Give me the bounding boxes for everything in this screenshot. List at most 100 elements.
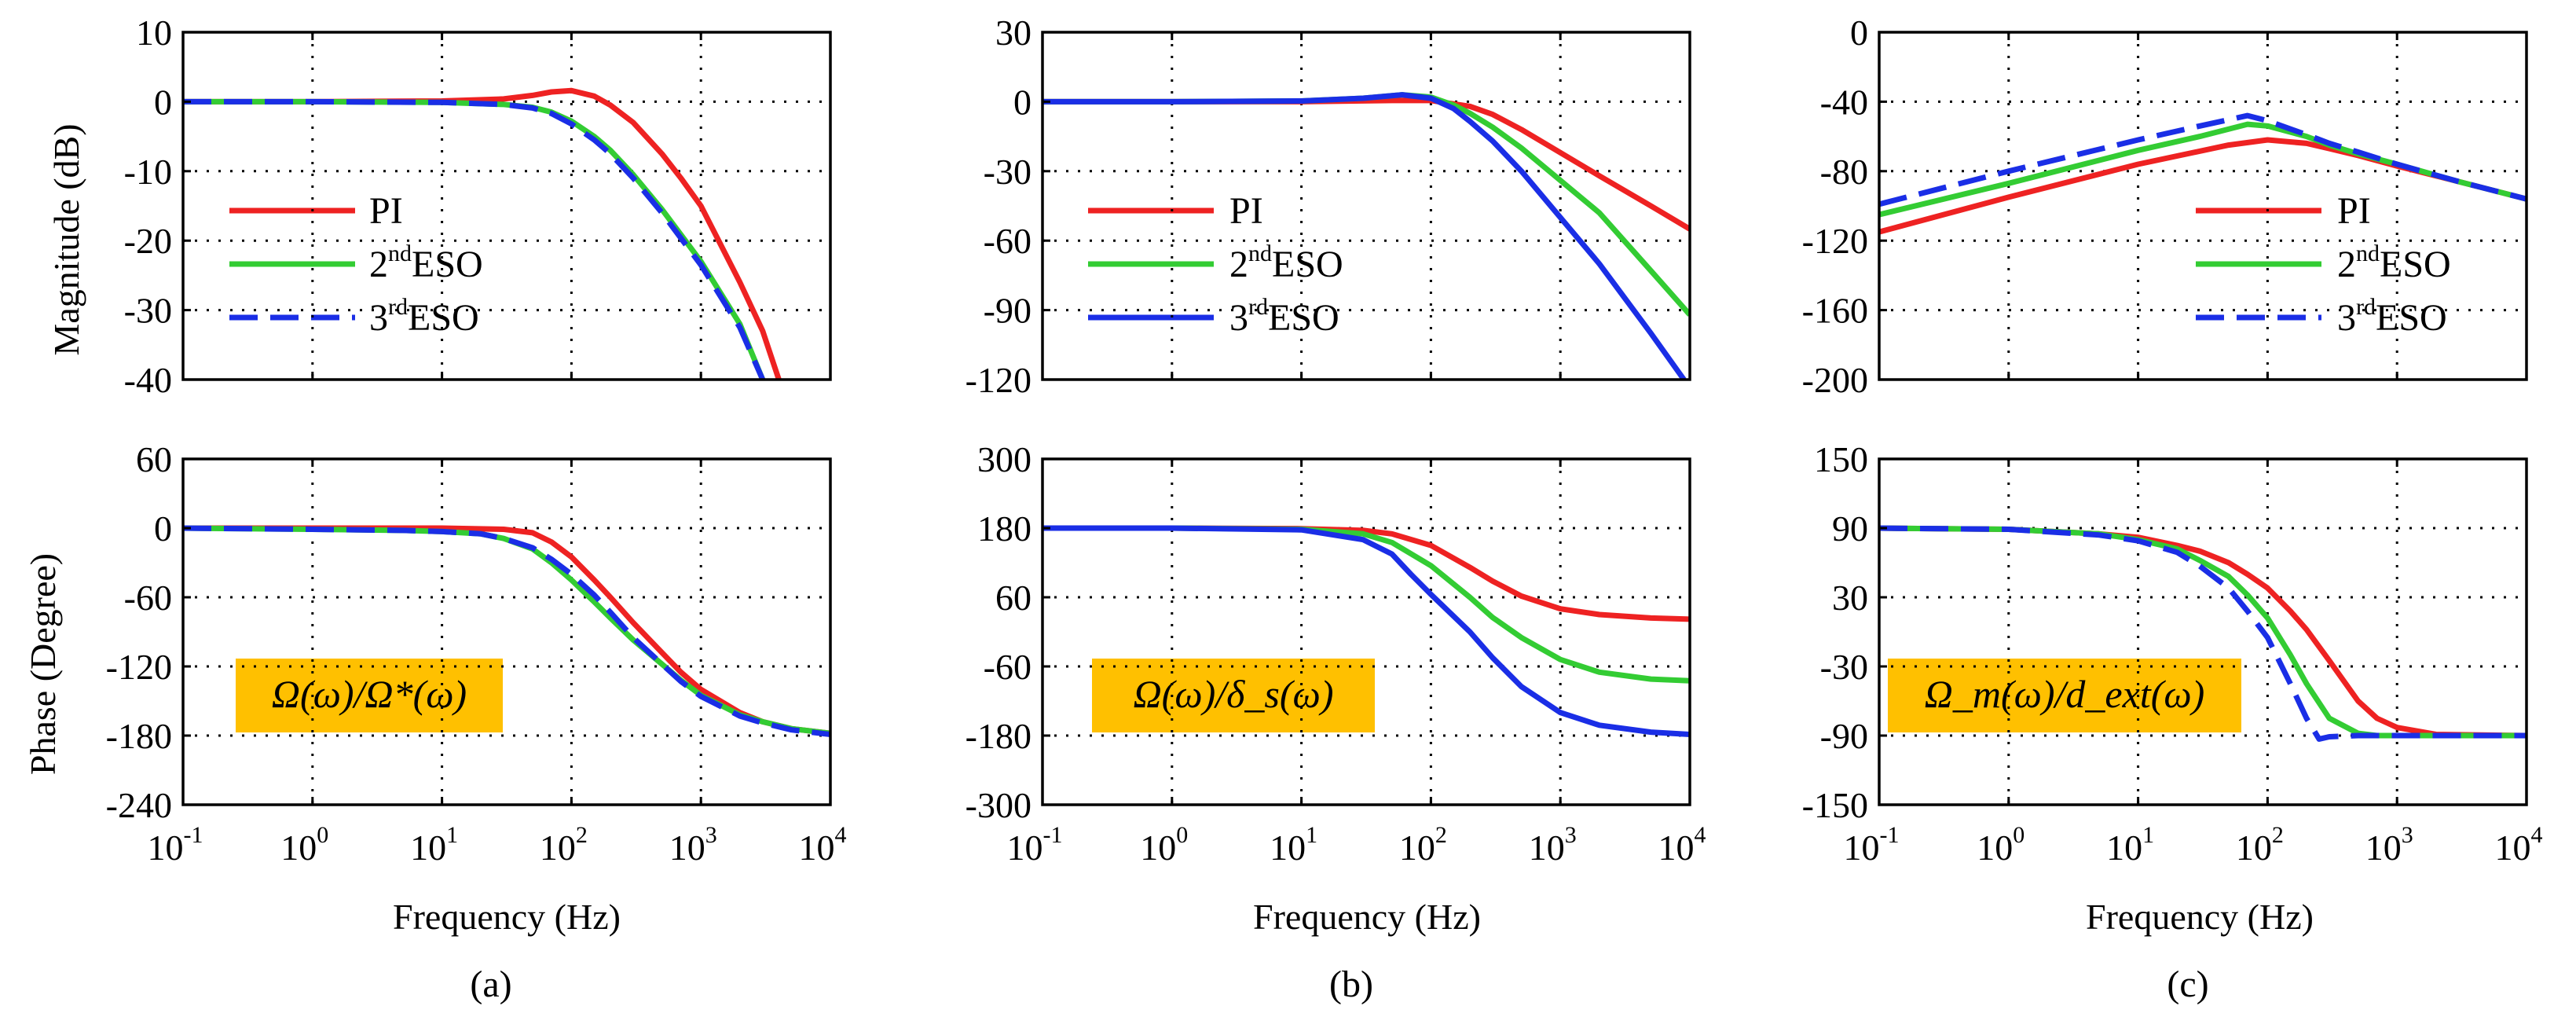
ytick-b-mag-0: 30 bbox=[995, 13, 1031, 53]
formula-b-text: Ω(ω)/δ_s(ω) bbox=[1134, 672, 1334, 716]
panel-label-b: (b) bbox=[1329, 963, 1373, 1005]
ytick-b-mag-1: 0 bbox=[1013, 82, 1031, 122]
ytick-c-phase-4: -90 bbox=[1820, 716, 1868, 756]
frame-b-phase bbox=[1041, 457, 1691, 806]
ytick-c-phase-5: -150 bbox=[1802, 785, 1868, 825]
xtick-c-phase-3: 102 bbox=[2236, 822, 2284, 868]
xtick-b-phase-5: 104 bbox=[1658, 822, 1706, 868]
ytick-a-phase-2: -60 bbox=[124, 578, 172, 618]
ytick-c-mag-3: -120 bbox=[1802, 221, 1868, 261]
series-c-phase-3rdeso bbox=[1879, 525, 2527, 742]
chart-a-mag: 10 0 -10 -20 -30 -40 bbox=[124, 13, 832, 400]
ytick-b-mag-3: -60 bbox=[984, 221, 1031, 261]
ytick-a-phase-4: -180 bbox=[106, 716, 172, 756]
ytick-c-mag-1: -40 bbox=[1820, 82, 1868, 122]
xtick-c-phase-1: 100 bbox=[1977, 822, 2025, 868]
panel-label-a: (a) bbox=[470, 963, 511, 1005]
series-a-mag-3rdeso bbox=[183, 98, 766, 380]
chart-c-mag: 0 -40 -80 -120 -160 -200 bbox=[1802, 13, 2528, 400]
formula-a-box bbox=[236, 659, 503, 732]
ytick-c-mag-5: -200 bbox=[1802, 360, 1868, 400]
legend-a-label-3rd: 3rdESO bbox=[369, 294, 479, 339]
legend-c-label-2nd: 2ndESO bbox=[2337, 240, 2451, 285]
xlabel-c: Frequency (Hz) bbox=[2086, 897, 2314, 937]
ytick-b-phase-5: -300 bbox=[966, 785, 1031, 825]
xtick-c-phase-0: 10-1 bbox=[1844, 822, 1900, 868]
ytick-c-mag-4: -160 bbox=[1802, 291, 1868, 331]
frame-c-phase bbox=[1878, 457, 2528, 806]
legend-b-label-pi: PI bbox=[1229, 190, 1263, 232]
xtick-c-phase-4: 103 bbox=[2365, 822, 2413, 868]
series-c-mag-pi bbox=[1879, 137, 2527, 235]
ytick-a-phase-3: -120 bbox=[106, 647, 172, 687]
series-b-mag-3rdeso bbox=[1042, 92, 1687, 380]
xtick-b-phase-3: 102 bbox=[1399, 822, 1447, 868]
ytick-c-mag-2: -80 bbox=[1820, 152, 1868, 192]
xtick-a-phase-2: 101 bbox=[410, 822, 458, 868]
ytick-b-phase-1: 180 bbox=[977, 508, 1031, 549]
ytick-a-mag-3: -20 bbox=[124, 221, 172, 261]
ylabel-phase: Phase (Degree) bbox=[23, 553, 63, 775]
ytick-c-phase-0: 150 bbox=[1814, 439, 1868, 479]
formula-c: Ω_m(ω)/d_ext(ω) bbox=[1888, 659, 2241, 732]
formula-b: Ω(ω)/δ_s(ω) bbox=[1092, 659, 1375, 732]
formula-a: Ω(ω)/Ω*(ω) bbox=[236, 659, 503, 732]
xtick-b-phase-2: 101 bbox=[1270, 822, 1317, 868]
xtick-c-phase-5: 104 bbox=[2495, 822, 2543, 868]
ytick-a-mag-2: -10 bbox=[124, 152, 172, 192]
ytick-c-phase-1: 90 bbox=[1832, 508, 1868, 549]
ytick-a-mag-1: 0 bbox=[154, 82, 172, 122]
xtick-b-phase-1: 100 bbox=[1140, 822, 1188, 868]
xlabel-b: Frequency (Hz) bbox=[1253, 897, 1481, 937]
ytick-a-phase-5: -240 bbox=[106, 785, 172, 825]
series-b-phase-2ndeso bbox=[1042, 525, 1690, 684]
xtick-c-phase-2: 101 bbox=[2106, 822, 2154, 868]
chart-b-mag: 30 0 -30 -60 -90 -120 bbox=[966, 13, 1691, 400]
frame-a-phase bbox=[181, 457, 832, 806]
legend-b-label-2nd: 2ndESO bbox=[1229, 240, 1343, 285]
ytick-b-phase-2: 60 bbox=[995, 578, 1031, 618]
ytick-a-mag-4: -30 bbox=[124, 291, 172, 331]
formula-a-text: Ω(ω)/Ω*(ω) bbox=[272, 672, 467, 716]
series-a-phase-3rdeso bbox=[183, 525, 830, 737]
xtick-a-phase-0: 10-1 bbox=[148, 822, 203, 868]
xtick-b-phase-4: 103 bbox=[1529, 822, 1577, 868]
xtick-a-phase-1: 100 bbox=[280, 822, 328, 868]
legend-c-label-3rd: 3rdESO bbox=[2337, 294, 2447, 339]
xtick-a-phase-3: 102 bbox=[540, 822, 588, 868]
series-b-mag-2ndeso bbox=[1042, 92, 1690, 317]
formula-b-box bbox=[1092, 659, 1375, 732]
ytick-a-mag-5: -40 bbox=[124, 360, 172, 400]
ytick-a-phase-0: 60 bbox=[136, 439, 172, 479]
series-c-mag-2ndeso bbox=[1879, 121, 2527, 218]
series-c-mag-3rdeso bbox=[1879, 112, 2527, 207]
ytick-b-phase-3: -60 bbox=[984, 647, 1031, 687]
ytick-c-mag-0: 0 bbox=[1850, 13, 1868, 53]
formula-c-text: Ω_m(ω)/d_ext(ω) bbox=[1925, 672, 2205, 716]
ylabel-magnitude: Magnitude (dB) bbox=[46, 123, 86, 355]
series-a-mag-pi bbox=[183, 87, 782, 380]
legend-c-label-pi: PI bbox=[2337, 190, 2371, 232]
ytick-c-phase-3: -30 bbox=[1820, 647, 1868, 687]
ytick-b-mag-2: -30 bbox=[984, 152, 1031, 192]
ytick-a-phase-1: 0 bbox=[154, 508, 172, 549]
legend-b-label-3rd: 3rdESO bbox=[1229, 294, 1339, 339]
legend-a: PI 2ndESO 3rdESO bbox=[229, 190, 483, 339]
ytick-a-mag-0: 10 bbox=[136, 13, 172, 53]
legend-a-label-2nd: 2ndESO bbox=[369, 240, 483, 285]
frame-b-mag bbox=[1041, 31, 1691, 381]
ytick-b-mag-4: -90 bbox=[984, 291, 1031, 331]
panel-label-c: (c) bbox=[2167, 963, 2208, 1005]
xtick-b-phase-0: 10-1 bbox=[1007, 822, 1063, 868]
legend-c: PI 2ndESO 3rdESO bbox=[2196, 190, 2451, 339]
ytick-b-mag-5: -120 bbox=[966, 360, 1031, 400]
ytick-c-phase-2: 30 bbox=[1832, 578, 1868, 618]
frame-c-mag bbox=[1878, 31, 2528, 381]
xtick-a-phase-5: 104 bbox=[799, 822, 847, 868]
frame-a-mag bbox=[181, 31, 832, 381]
